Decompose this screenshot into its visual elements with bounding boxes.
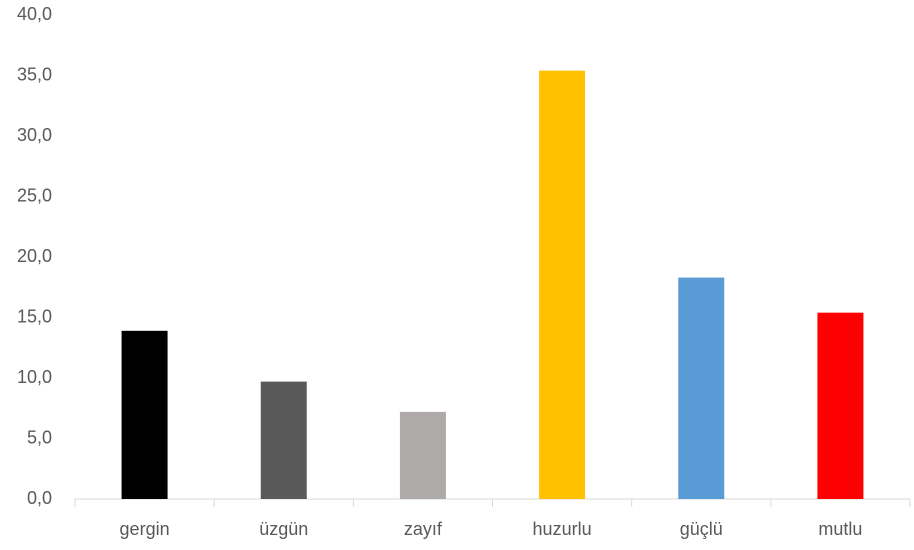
bar bbox=[121, 330, 168, 499]
y-tick-label: 20,0 bbox=[17, 246, 52, 266]
bar bbox=[539, 70, 586, 499]
bar bbox=[678, 277, 725, 499]
x-tick-label: gergin bbox=[120, 519, 170, 539]
y-tick-label: 0,0 bbox=[27, 488, 52, 508]
bar bbox=[260, 381, 307, 499]
y-tick-label: 30,0 bbox=[17, 125, 52, 145]
y-tick-label: 25,0 bbox=[17, 185, 52, 205]
x-tick-label: üzgün bbox=[259, 519, 308, 539]
x-tick-label: mutlu bbox=[818, 519, 862, 539]
y-tick-label: 40,0 bbox=[17, 4, 52, 24]
x-tick-label: zayıf bbox=[404, 519, 443, 539]
x-tick-label: huzurlu bbox=[533, 519, 592, 539]
y-tick-label: 5,0 bbox=[27, 427, 52, 447]
bar bbox=[399, 411, 446, 499]
y-tick-label: 15,0 bbox=[17, 306, 52, 326]
bar bbox=[817, 312, 864, 499]
y-tick-label: 35,0 bbox=[17, 64, 52, 84]
x-tick-label: güçlü bbox=[680, 519, 723, 539]
y-tick-label: 10,0 bbox=[17, 367, 52, 387]
